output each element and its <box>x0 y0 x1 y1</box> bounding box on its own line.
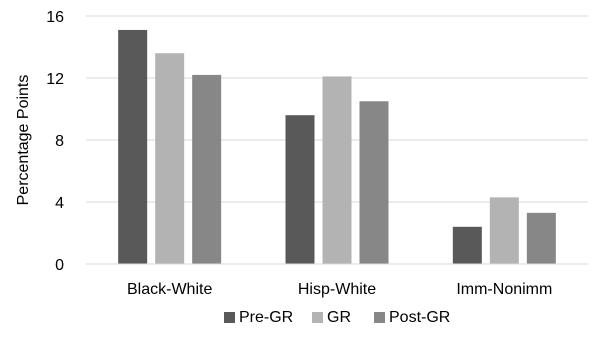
y-tick-label: 12 <box>46 71 64 88</box>
bar-post-gr <box>359 101 389 264</box>
legend-swatch <box>312 312 323 323</box>
bar-pre-gr <box>118 29 148 265</box>
y-tick-label: 8 <box>55 133 64 150</box>
y-tick-label: 16 <box>46 9 64 26</box>
y-axis-title: Percentage Points <box>15 75 32 206</box>
legend-label: Post-GR <box>389 309 450 326</box>
bar-post-gr <box>192 74 222 265</box>
axes: 0 4 8 12 16 Black-White Hisp-White Imm-Nonimm <box>46 9 588 298</box>
bar-gr <box>489 197 519 264</box>
bar-post-gr <box>526 212 556 264</box>
bars <box>118 29 556 265</box>
bar-pre-gr <box>285 115 315 264</box>
bar-gr <box>155 53 185 265</box>
bar-pre-gr <box>452 226 482 264</box>
legend-swatch <box>224 312 235 323</box>
legend-label: Pre-GR <box>239 309 293 326</box>
x-tick-label: Hisp-White <box>298 281 376 298</box>
y-tick-label: 0 <box>55 257 64 274</box>
legend-swatch <box>374 312 385 323</box>
x-tick-label: Imm-Nonimm <box>456 281 552 298</box>
bar-gr <box>322 76 352 264</box>
y-tick-label: 4 <box>55 195 64 212</box>
x-tick-label: Black-White <box>127 281 212 298</box>
legend-label: GR <box>327 309 351 326</box>
legend: Pre-GR GR Post-GR <box>224 309 450 326</box>
